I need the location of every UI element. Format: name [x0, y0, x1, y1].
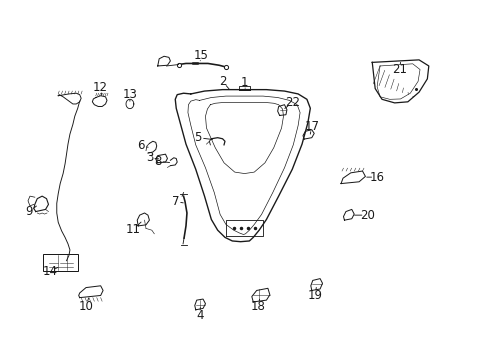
- Text: 13: 13: [122, 88, 137, 101]
- Text: 18: 18: [250, 300, 265, 313]
- Text: 11: 11: [125, 223, 141, 236]
- Text: 3: 3: [145, 151, 153, 164]
- Text: 17: 17: [304, 120, 319, 133]
- Text: 5: 5: [194, 131, 202, 144]
- Text: 15: 15: [194, 49, 208, 62]
- Text: 2: 2: [218, 75, 226, 88]
- Text: 22: 22: [284, 96, 299, 109]
- Text: 8: 8: [154, 155, 161, 168]
- Text: 14: 14: [43, 265, 58, 278]
- Text: 19: 19: [307, 289, 322, 302]
- Text: 1: 1: [240, 76, 248, 89]
- Text: 12: 12: [93, 81, 108, 94]
- Text: 21: 21: [391, 63, 406, 76]
- Text: 6: 6: [137, 139, 144, 152]
- Text: 9: 9: [25, 205, 33, 218]
- Text: 10: 10: [79, 300, 93, 313]
- Text: 7: 7: [171, 195, 179, 208]
- Text: 20: 20: [359, 209, 374, 222]
- Text: 16: 16: [369, 171, 384, 184]
- Text: 4: 4: [196, 309, 203, 322]
- FancyBboxPatch shape: [42, 253, 78, 271]
